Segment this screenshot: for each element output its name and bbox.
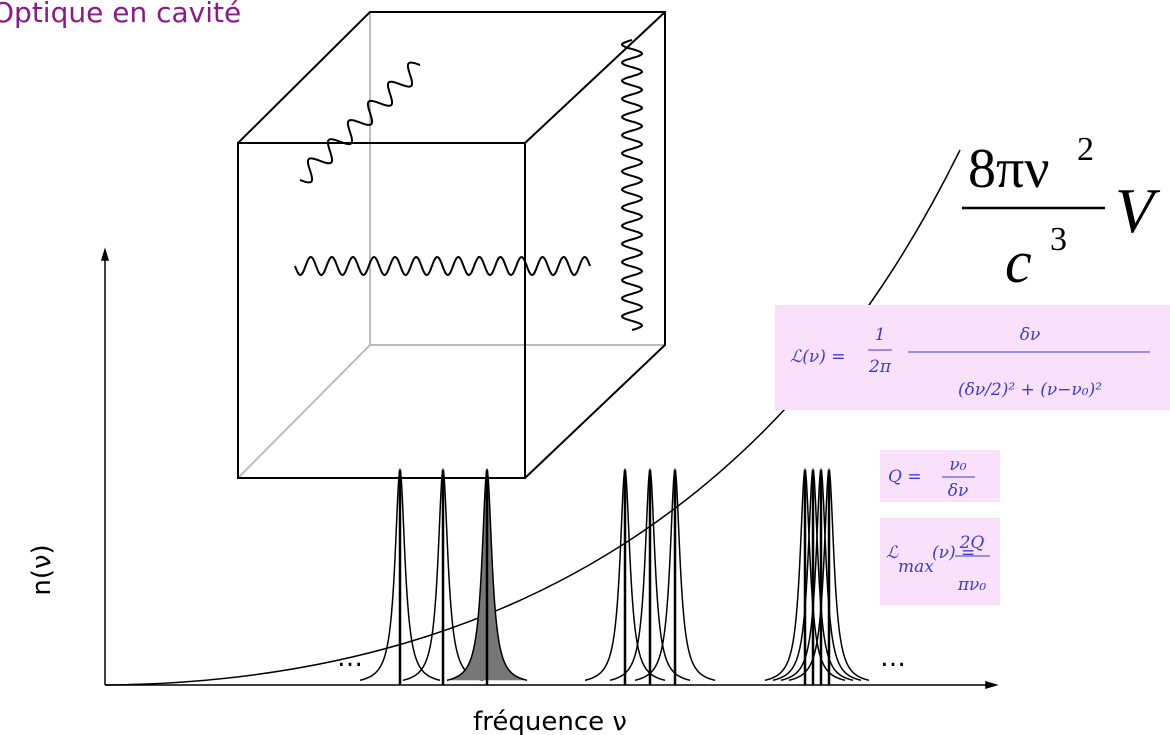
mode-density-curve [104, 149, 961, 686]
note-box [880, 518, 1000, 605]
formula-factor: V [1115, 175, 1161, 246]
note-text: πν₀ [957, 575, 987, 595]
ellipsis: … [337, 643, 363, 673]
x-axis-label: fréquence ν [473, 707, 627, 735]
wave [299, 61, 421, 184]
cavity-cube [237, 11, 666, 479]
note-text: (ν) = [932, 543, 975, 563]
x-arrow [985, 680, 999, 690]
cube-edge [524, 11, 666, 144]
wave [620, 39, 644, 331]
note-text: ℒ(ν) = [790, 347, 846, 367]
note-text: ν₀ [949, 455, 966, 475]
formula: 8πν 2 c 3 V [962, 131, 1161, 295]
slide-title: Optique en cavité [0, 0, 241, 29]
note-text: ℒ [886, 543, 899, 563]
y-axis-label: n(ν) [27, 544, 57, 595]
formula-denominator: c [1005, 229, 1032, 295]
note-text: δν [948, 481, 969, 501]
ellipsis: … [880, 643, 906, 673]
note-box [880, 450, 1000, 502]
note-text: (δν/2)² + (ν−ν₀)² [958, 380, 1102, 400]
note-text: 2π [868, 357, 892, 377]
note-box [775, 305, 1170, 410]
note-text: Q = [888, 467, 922, 487]
formula-numerator: 8πν [968, 138, 1050, 200]
axes [100, 247, 999, 690]
y-arrow [100, 247, 110, 261]
note-text: δν [1020, 325, 1041, 345]
note-text: 1 [875, 325, 886, 345]
note-text: 2Q [959, 533, 985, 553]
front-face [237, 142, 526, 479]
cube-edges [237, 11, 666, 479]
note-text: max [898, 557, 934, 577]
resonances [359, 467, 870, 685]
waves [294, 39, 644, 331]
formula-exponent: 3 [1050, 221, 1067, 258]
hidden-edge [237, 344, 371, 479]
wave [294, 255, 591, 277]
formula-exponent: 2 [1077, 131, 1094, 168]
